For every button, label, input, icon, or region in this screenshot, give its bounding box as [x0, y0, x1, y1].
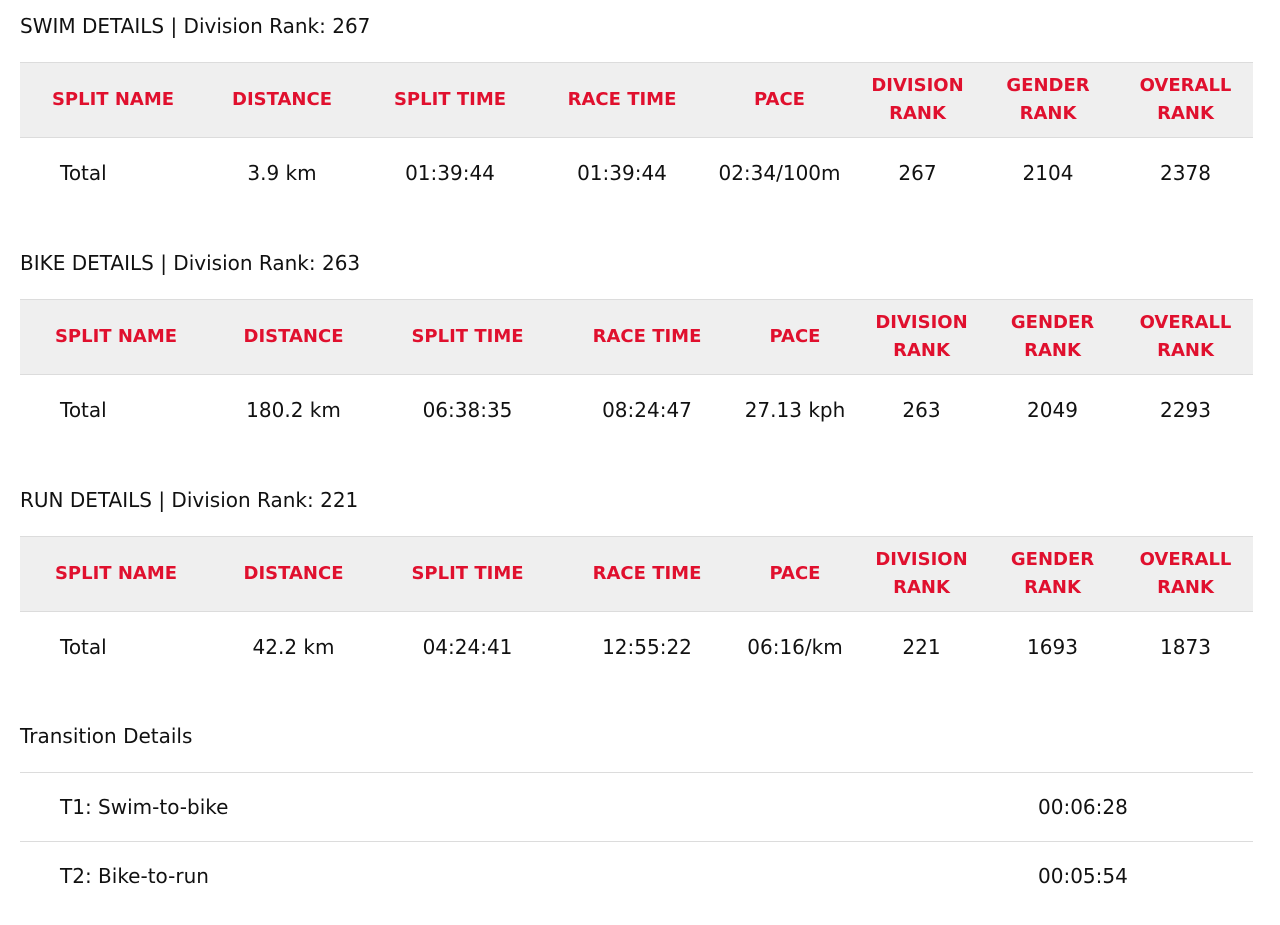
cell-split-name: Total	[60, 398, 107, 422]
cell-gender-rank: 2104	[1022, 161, 1074, 185]
cell-split-time: 04:24:41	[422, 635, 513, 659]
column-header-distance: DISTANCE	[212, 536, 375, 612]
column-header-pace: PACE	[734, 536, 856, 612]
run-split-table: SPLIT NAME DISTANCE SPLIT TIME RACE TIME…	[20, 536, 1253, 682]
cell-distance: 180.2 km	[246, 398, 341, 422]
column-header-gender-rank: GENDER RANK	[987, 299, 1118, 375]
column-header-overall-rank: OVERALL RANK	[1118, 62, 1253, 138]
cell-division-rank: 267	[898, 161, 937, 185]
column-header-race-time: RACE TIME	[560, 299, 734, 375]
cell-overall-rank: 1873	[1160, 635, 1211, 659]
column-header-distance: DISTANCE	[206, 62, 358, 138]
column-header-division-rank: DIVISION RANK	[856, 299, 987, 375]
column-header-gender-rank: GENDER RANK	[987, 536, 1118, 612]
cell-split-name: Total	[60, 635, 107, 659]
transition-name: T1: Swim-to-bike	[60, 795, 229, 819]
column-header-split-time: SPLIT TIME	[375, 299, 560, 375]
swim-details-section: SWIM DETAILS | Division Rank: 267 SPLIT …	[20, 14, 1253, 208]
cell-split-time: 06:38:35	[422, 398, 513, 422]
cell-distance: 3.9 km	[247, 161, 317, 185]
transition-name: T2: Bike-to-run	[60, 864, 209, 888]
table-header-row: SPLIT NAME DISTANCE SPLIT TIME RACE TIME…	[20, 299, 1253, 375]
column-header-pace: PACE	[702, 62, 857, 138]
column-header-distance: DISTANCE	[212, 299, 375, 375]
transition-time: 00:06:28	[1038, 795, 1128, 819]
column-header-gender-rank: GENDER RANK	[978, 62, 1118, 138]
column-header-division-rank: DIVISION RANK	[856, 536, 987, 612]
column-header-race-time: RACE TIME	[560, 536, 734, 612]
transition-time: 00:05:54	[1038, 864, 1128, 888]
table-header-row: SPLIT NAME DISTANCE SPLIT TIME RACE TIME…	[20, 536, 1253, 612]
cell-overall-rank: 2378	[1160, 161, 1211, 185]
section-title: RUN DETAILS | Division Rank: 221	[20, 488, 359, 512]
column-header-split-name: SPLIT NAME	[20, 62, 206, 138]
list-item: T2: Bike-to-run 00:05:54	[20, 842, 1253, 911]
swim-split-table: SPLIT NAME DISTANCE SPLIT TIME RACE TIME…	[20, 62, 1253, 208]
cell-pace: 02:34/100m	[718, 161, 841, 185]
table-row: Total 180.2 km 06:38:35 08:24:47 27.13 k…	[20, 375, 1253, 446]
cell-race-time: 08:24:47	[602, 398, 692, 422]
cell-split-name: Total	[60, 161, 107, 185]
column-header-split-time: SPLIT TIME	[375, 536, 560, 612]
cell-division-rank: 263	[902, 398, 941, 422]
cell-split-time: 01:39:44	[405, 161, 495, 185]
list-item: T1: Swim-to-bike 00:06:28	[20, 773, 1253, 842]
cell-gender-rank: 2049	[1027, 398, 1078, 422]
column-header-division-rank: DIVISION RANK	[857, 62, 978, 138]
table-row: Total 42.2 km 04:24:41 12:55:22 06:16/km…	[20, 612, 1253, 683]
cell-distance: 42.2 km	[252, 635, 335, 659]
cell-gender-rank: 1693	[1027, 635, 1078, 659]
cell-pace: 27.13 kph	[744, 398, 846, 422]
table-header-row: SPLIT NAME DISTANCE SPLIT TIME RACE TIME…	[20, 62, 1253, 138]
section-title: BIKE DETAILS | Division Rank: 263	[20, 251, 361, 275]
section-title: SWIM DETAILS | Division Rank: 267	[20, 14, 371, 38]
cell-pace: 06:16/km	[747, 635, 843, 659]
column-header-split-time: SPLIT TIME	[358, 62, 542, 138]
column-header-race-time: RACE TIME	[542, 62, 702, 138]
transition-details-section: Transition Details T1: Swim-to-bike 00:0…	[20, 724, 1253, 911]
cell-overall-rank: 2293	[1160, 398, 1211, 422]
column-header-split-name: SPLIT NAME	[20, 299, 212, 375]
column-header-split-name: SPLIT NAME	[20, 536, 212, 612]
bike-split-table: SPLIT NAME DISTANCE SPLIT TIME RACE TIME…	[20, 299, 1253, 445]
cell-race-time: 12:55:22	[602, 635, 692, 659]
transition-list: T1: Swim-to-bike 00:06:28 T2: Bike-to-ru…	[20, 772, 1253, 911]
column-header-pace: PACE	[734, 299, 856, 375]
bike-details-section: BIKE DETAILS | Division Rank: 263 SPLIT …	[20, 251, 1253, 445]
run-details-section: RUN DETAILS | Division Rank: 221 SPLIT N…	[20, 488, 1253, 682]
column-header-overall-rank: OVERALL RANK	[1118, 536, 1253, 612]
cell-race-time: 01:39:44	[577, 161, 667, 185]
section-title: Transition Details	[20, 724, 193, 748]
table-row: Total 3.9 km 01:39:44 01:39:44 02:34/100…	[20, 138, 1253, 209]
column-header-overall-rank: OVERALL RANK	[1118, 299, 1253, 375]
cell-division-rank: 221	[902, 635, 941, 659]
